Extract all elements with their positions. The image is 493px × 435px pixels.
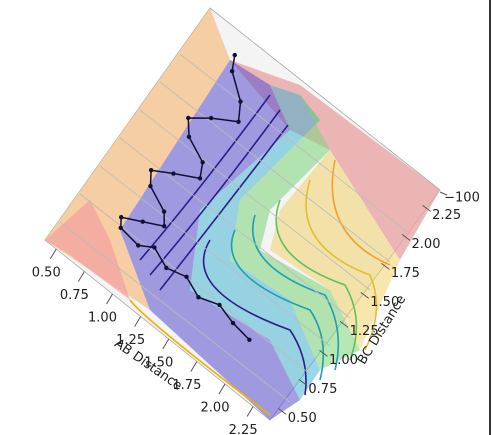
y-tick-label: 1.75 xyxy=(391,266,420,281)
trajectory-point xyxy=(162,224,167,229)
y-tick xyxy=(381,262,390,270)
trajectory-point xyxy=(247,337,252,342)
trajectory-point xyxy=(148,168,154,173)
surface xyxy=(44,7,441,421)
y-tick xyxy=(401,233,411,241)
x-tick xyxy=(134,316,142,327)
trajectory-point xyxy=(196,295,201,300)
x-tick xyxy=(49,248,57,260)
trajectory-point xyxy=(171,171,176,176)
trajectory-point xyxy=(136,243,141,248)
y-tick-label: 2.25 xyxy=(432,208,461,223)
y-tick xyxy=(360,291,370,299)
trajectory-point xyxy=(164,265,169,271)
y-tick-label: 1.00 xyxy=(329,353,358,368)
x-tick xyxy=(77,271,85,282)
x-tick-label: 0.75 xyxy=(60,288,89,303)
y-tick xyxy=(319,349,328,357)
trajectory-point xyxy=(140,219,145,224)
trajectory-point xyxy=(186,134,192,139)
y-tick-label: 2.00 xyxy=(412,237,441,252)
y-tick xyxy=(277,407,287,415)
trajectory-point xyxy=(232,52,237,58)
trajectory-point xyxy=(197,176,203,181)
trajectory-point xyxy=(152,245,157,250)
y-tick-label: 1.50 xyxy=(370,295,399,310)
x-tick-label: 1.50 xyxy=(144,356,173,371)
trajectory-point xyxy=(118,225,123,230)
x-tick xyxy=(190,361,198,372)
trajectory-point xyxy=(184,274,189,279)
y-tick xyxy=(339,320,349,328)
x-tick xyxy=(246,406,254,417)
trajectory-point xyxy=(236,119,241,125)
x-tick-label: 2.00 xyxy=(201,401,230,416)
trajectory-point xyxy=(217,302,222,308)
x-tick-label: 2.25 xyxy=(229,423,258,435)
x-tick xyxy=(162,338,170,350)
y-tick-label: 0.75 xyxy=(308,382,337,397)
z-tick-label: −100 xyxy=(444,191,480,206)
y-tick xyxy=(298,378,308,386)
x-tick xyxy=(218,383,226,395)
y-tick-label: 0.50 xyxy=(288,411,317,426)
trajectory-point xyxy=(208,115,214,121)
x-tick-label: 1.25 xyxy=(116,333,145,348)
trajectory-point xyxy=(119,215,124,220)
x-tick-label: 0.50 xyxy=(32,266,61,281)
trajectory-point xyxy=(200,160,205,165)
x-tick xyxy=(106,293,113,305)
trajectory-point xyxy=(229,69,235,74)
trajectory-point xyxy=(186,115,191,121)
trajectory-point xyxy=(238,99,243,104)
x-tick-label: 1.75 xyxy=(172,378,201,393)
trajectory-point xyxy=(161,209,167,214)
trajectory-point xyxy=(230,320,236,326)
x-tick-label: 1.00 xyxy=(88,311,117,326)
y-tick-label: 1.25 xyxy=(350,324,379,339)
trajectory-point xyxy=(148,183,153,189)
y-tick xyxy=(422,204,431,212)
z-tick xyxy=(439,191,448,196)
